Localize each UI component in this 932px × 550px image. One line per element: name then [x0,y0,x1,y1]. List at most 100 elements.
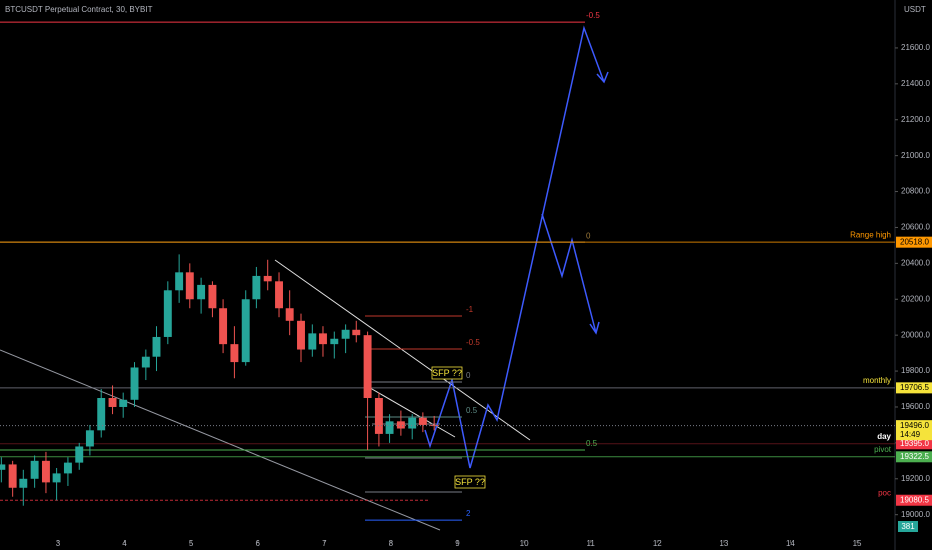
x-tick-label: 6 [255,539,260,548]
x-tick-label: 4 [122,539,127,548]
y-tick-label: 21400.0 [901,79,930,88]
x-tick-label: 3 [56,539,61,548]
candle-body [75,446,84,463]
candle-body [396,421,405,429]
candle-body [97,397,106,431]
price-tag [896,236,932,248]
y-tick-label: 19000.0 [901,510,930,519]
y-tick-label: 20800.0 [901,187,930,196]
projection-path [424,25,605,469]
x-tick-label: 14 [786,539,795,548]
price-tag [896,451,932,463]
price-tag-label: 19080.5 [900,495,929,504]
level-name: day [877,432,891,441]
fib-label: 2 [466,509,471,518]
x-tick-label: 7 [322,539,327,548]
candle-body [230,344,239,363]
candle-body [385,421,394,434]
x-tick-label: 10 [520,539,529,548]
candle-body [152,336,161,357]
candle-body [263,275,272,282]
price-tag [896,438,932,450]
y-tick-label: 20200.0 [901,294,930,303]
level-name: pivot [874,445,892,454]
fib-label: 0 [586,231,591,240]
price-tag [896,494,932,506]
candle-body [163,290,172,337]
level-name: monthly [863,376,891,385]
x-tick-label: 12 [653,539,662,548]
annotation: SFP ?? [455,477,485,487]
candle-body [141,356,150,368]
candle-body [285,308,294,321]
x-tick-label: 5 [189,539,194,548]
fib-label: 0.5 [466,406,478,415]
projection-path [541,213,597,334]
level-name: Range high [850,230,891,239]
price-tag-label: 19395.0 [900,439,929,448]
candle-body [219,308,228,345]
volume-label: 381 [901,522,915,531]
price-tag [896,382,932,394]
candle-body [19,478,28,488]
y-tick-label: 21600.0 [901,43,930,52]
candle-body [374,397,383,434]
volume-tag [898,521,918,532]
fib-label: -1 [466,305,474,314]
candle-body [130,367,139,400]
candle-body [341,329,350,339]
candle-body [319,333,327,345]
chart-title: BTCUSDT Perpetual Contract, 30, BYBIT [5,5,153,14]
y-tick-label: 21200.0 [901,115,930,124]
candle-body [252,275,261,300]
candle-body [330,338,339,345]
fib-label: -0.5 [586,11,600,20]
price-tag [896,420,932,441]
y-tick-label: 20400.0 [901,258,930,267]
candle-body [85,430,94,447]
candle-body [63,462,72,474]
candle-body [185,272,194,300]
candle-body [119,399,128,407]
candle-body [8,464,17,488]
y-tick-label: 21000.0 [901,151,930,160]
candle-body [418,417,427,425]
candle-body [352,329,361,336]
candle-body [175,272,184,291]
candle-body [108,397,117,407]
candle-body [208,284,217,309]
price-tag-label: 19706.5 [900,383,929,392]
price-tag-label: 20518.0 [900,237,929,246]
y-unit: USDT [904,5,926,14]
annotation-box [431,366,463,380]
x-tick-label: 11 [587,539,596,548]
annotation: SFP ?? [432,368,462,378]
y-tick-label: 19200.0 [901,474,930,483]
arrow-head [589,321,600,335]
candle-body [408,417,417,429]
annotation-box [454,475,486,489]
price-tag-label: 19322.5 [900,452,929,461]
x-tick-label: 8 [389,539,394,548]
y-tick-label: 19600.0 [901,402,930,411]
countdown: 14:49 [900,430,921,439]
fib-label: 0.5 [586,439,598,448]
candle-body [41,460,50,483]
y-tick-label: 20000.0 [901,330,930,339]
y-tick-label: 20600.0 [901,223,930,232]
candle-body [241,299,250,363]
candle-body [0,464,6,470]
x-tick-label: 15 [853,539,862,548]
candle-body [275,281,283,309]
candle-body [363,335,372,398]
fib-label: 0 [466,371,471,380]
candle-body [308,333,317,350]
candle-body [197,284,206,300]
trend-line [274,259,531,441]
fib-label: -0.5 [466,338,480,347]
x-tick-label: 9 [455,539,460,548]
x-tick-label: 13 [719,539,728,548]
trend-line [364,384,456,438]
